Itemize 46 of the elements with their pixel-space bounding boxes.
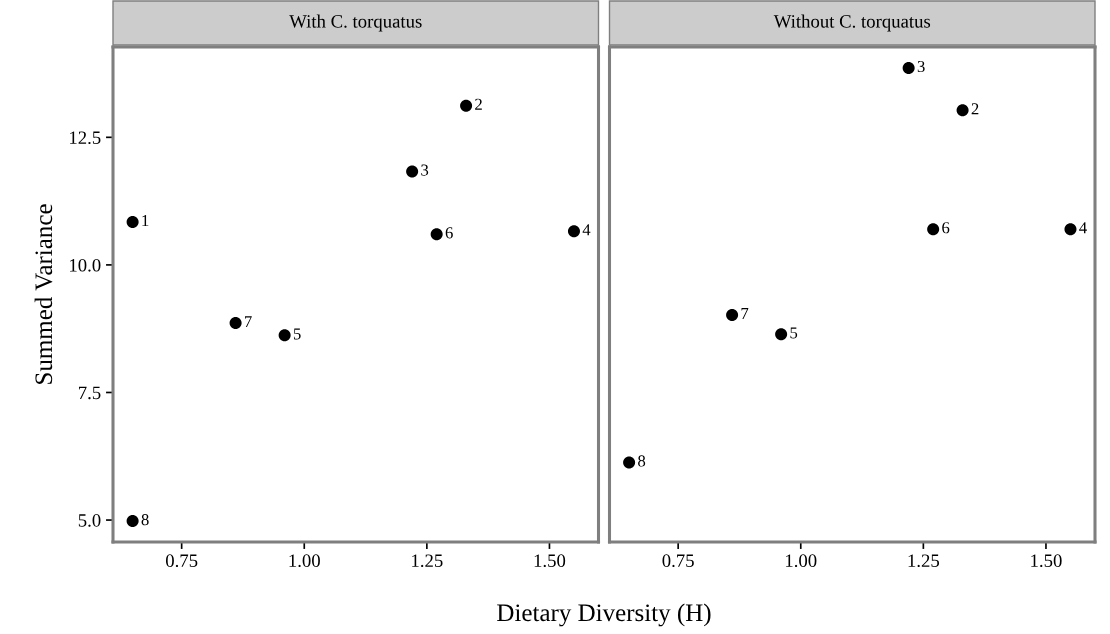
point	[406, 165, 419, 178]
annotation: 3	[421, 164, 429, 176]
annotation: 8	[638, 455, 646, 467]
point	[956, 104, 969, 117]
annotation: 8	[141, 514, 149, 526]
y-tick-label: 7.5	[78, 386, 101, 400]
annotation: 7	[245, 316, 252, 328]
point	[126, 515, 139, 528]
x-tick-label: 0.75	[662, 554, 694, 568]
annotation: 4	[1079, 222, 1087, 234]
annotation: 6	[942, 222, 950, 234]
y-tick-label: 5.0	[78, 514, 101, 527]
x-tick-label: 1.25	[908, 554, 940, 568]
point	[775, 328, 788, 341]
x-tick-label: 1.50	[1031, 554, 1062, 568]
y-tick-label: 12.5	[70, 131, 101, 145]
y-tick-label: 10.0	[70, 258, 101, 272]
point	[430, 228, 443, 241]
point	[1064, 223, 1077, 236]
annotation: 3	[917, 60, 925, 73]
point	[567, 225, 580, 238]
x-tick-label: 1.00	[289, 554, 320, 568]
x-tick-label: 0.75	[165, 554, 198, 568]
x-tick-label: 1.25	[412, 554, 443, 568]
annotation: 7	[741, 308, 749, 319]
chart-title: Without C. torquatus	[773, 14, 931, 32]
point	[902, 61, 915, 74]
annotation: 5	[790, 327, 798, 339]
annotation: 5	[293, 328, 301, 340]
point	[126, 216, 139, 229]
point	[927, 223, 940, 236]
x-tick-label: 1.50	[534, 554, 566, 568]
chart-title: With C. torquatus	[289, 14, 422, 32]
annotation: 6	[445, 227, 453, 239]
point	[726, 308, 739, 321]
annotation: 1	[142, 215, 149, 227]
x-axis-title: Dietary Diversity (H)	[497, 603, 711, 627]
annotation: 2	[475, 98, 482, 110]
annotation: 4	[582, 224, 591, 236]
point	[623, 456, 636, 469]
point	[278, 329, 291, 342]
point	[229, 317, 242, 330]
point	[460, 99, 473, 112]
y-axis-title: Summed Variance	[34, 204, 53, 384]
x-tick-label: 1.00	[786, 554, 817, 568]
annotation: 2	[971, 103, 979, 115]
